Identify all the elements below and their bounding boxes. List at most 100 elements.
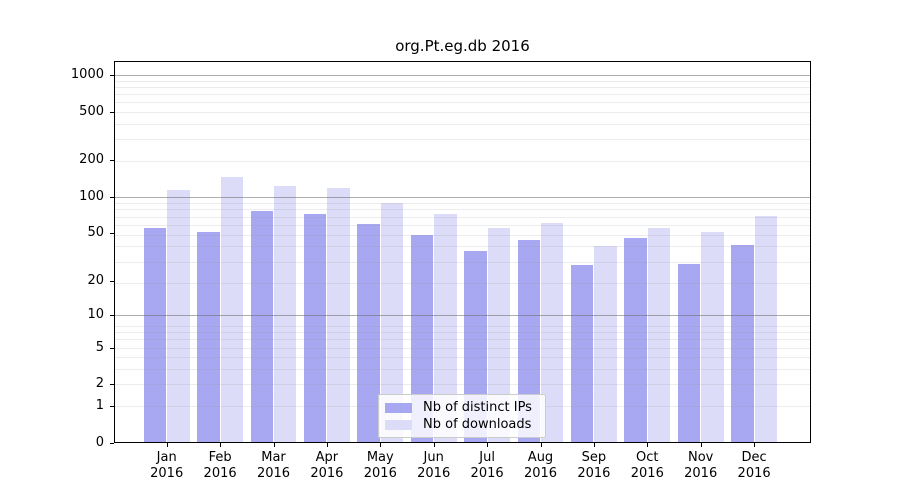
- y-axis-tick-mark: [110, 233, 114, 235]
- bar-distinct-ips: [517, 240, 540, 442]
- gridline-minor: [115, 160, 810, 162]
- gridline-minor: [115, 224, 810, 226]
- y-axis-tick-label: 100: [79, 189, 104, 205]
- gridline-minor: [115, 139, 810, 141]
- y-axis-tick-mark: [110, 315, 114, 317]
- gridline-minor: [115, 246, 810, 248]
- bar-downloads: [274, 185, 297, 442]
- gridline-major: [115, 74, 810, 76]
- gridline-minor: [115, 261, 810, 263]
- legend-label-downloads: Nb of downloads: [423, 417, 532, 432]
- x-axis-tick-label: Dec 2016: [737, 450, 771, 481]
- gridline-minor: [115, 102, 810, 104]
- gridline-minor: [115, 332, 810, 334]
- gridline-minor: [115, 111, 810, 113]
- y-axis-tick-mark: [110, 197, 114, 199]
- y-axis-tick-mark: [110, 111, 114, 113]
- x-axis-tick-label: Jul 2016: [470, 450, 504, 481]
- gridline-minor: [115, 216, 810, 218]
- y-axis-tick-label: 10: [87, 307, 104, 323]
- legend: Nb of distinct IPs Nb of downloads: [378, 394, 546, 438]
- x-axis-tick-mark: [647, 443, 649, 447]
- y-axis-tick-label: 0: [95, 435, 104, 450]
- gridline-minor: [115, 384, 810, 386]
- x-axis-tick-label: Mar 2016: [256, 450, 291, 481]
- x-axis-tick-label: Apr 2016: [310, 450, 344, 481]
- y-axis-tick-label: 50: [87, 225, 104, 241]
- gridline-minor: [115, 80, 810, 82]
- gridline-major: [115, 315, 810, 317]
- x-axis-tick-label: Aug 2016: [523, 450, 558, 481]
- bar-downloads: [701, 232, 724, 442]
- bar-downloads: [327, 188, 350, 442]
- x-axis-tick-label: Nov 2016: [684, 450, 718, 481]
- x-axis-tick-label: Jun 2016: [417, 450, 451, 481]
- y-axis-tick-label: 5: [95, 339, 104, 355]
- x-axis-tick-mark: [220, 443, 222, 447]
- legend-swatch-downloads: [385, 419, 412, 430]
- legend-item-distinct-ips: Nb of distinct IPs: [385, 399, 539, 416]
- y-axis-tick-mark: [110, 280, 114, 282]
- bar-downloads: [434, 213, 457, 442]
- y-axis-tick-label: 1000: [70, 66, 104, 82]
- bar-distinct-ips: [731, 245, 754, 442]
- gridline-minor: [115, 283, 810, 285]
- x-axis-tick-mark: [166, 443, 168, 447]
- x-axis-tick-mark: [593, 443, 595, 447]
- y-axis-tick-label: 500: [79, 103, 104, 119]
- y-axis-tick-label: 200: [79, 152, 104, 168]
- gridline-minor: [115, 339, 810, 341]
- gridline-minor: [115, 325, 810, 327]
- x-axis-tick-mark: [754, 443, 756, 447]
- x-axis-tick-mark: [487, 443, 489, 447]
- y-axis-tick-mark: [110, 160, 114, 162]
- bar-downloads: [380, 202, 404, 442]
- x-axis-tick-mark: [326, 443, 328, 447]
- y-axis-tick-mark: [110, 443, 114, 444]
- bar-distinct-ips: [677, 263, 701, 442]
- x-axis-tick-label: Jan 2016: [150, 450, 184, 481]
- x-axis-tick-label: Sep 2016: [577, 450, 611, 481]
- x-axis-tick-mark: [540, 443, 542, 447]
- gridline-minor: [115, 203, 810, 205]
- y-axis-tick-mark: [110, 74, 114, 76]
- bar-downloads: [487, 228, 510, 442]
- bar-downloads: [594, 246, 617, 442]
- gridline-minor: [115, 234, 810, 236]
- gridline-minor: [115, 209, 810, 211]
- y-axis-tick-label: 20: [87, 272, 104, 288]
- x-axis-tick-label: May 2016: [363, 450, 397, 481]
- x-axis-tick-label: Feb 2016: [203, 450, 237, 481]
- y-axis-tick-label: 1: [95, 398, 104, 414]
- x-axis-tick-mark: [433, 443, 435, 447]
- gridline-minor: [115, 357, 810, 359]
- bar-downloads: [647, 227, 671, 442]
- gridline-minor: [115, 347, 810, 349]
- x-axis-tick-mark: [380, 443, 382, 447]
- bar-downloads: [541, 223, 564, 442]
- legend-label-distinct-ips: Nb of distinct IPs: [423, 400, 532, 415]
- bar-distinct-ips: [624, 237, 647, 442]
- x-axis-tick-mark: [700, 443, 702, 447]
- y-axis-tick-mark: [110, 384, 114, 386]
- bar-distinct-ips: [250, 210, 273, 442]
- bar-downloads: [220, 177, 243, 442]
- bar-distinct-ips: [357, 223, 380, 442]
- bar-distinct-ips: [304, 214, 327, 442]
- gridline-major: [115, 197, 810, 199]
- y-axis-tick-label: 2: [95, 376, 104, 392]
- legend-swatch-distinct-ips: [385, 402, 412, 413]
- gridline-minor: [115, 123, 810, 125]
- y-axis-tick-mark: [110, 347, 114, 349]
- bar-distinct-ips: [571, 265, 594, 442]
- bar-downloads: [754, 215, 777, 442]
- x-axis-tick-mark: [273, 443, 275, 447]
- x-axis-tick-label: Oct 2016: [630, 450, 664, 481]
- gridline-minor: [115, 86, 810, 88]
- legend-item-downloads: Nb of downloads: [385, 416, 539, 433]
- chart-title: org.Pt.eg.db 2016: [395, 37, 530, 55]
- bar-distinct-ips: [410, 234, 434, 442]
- gridline-minor: [115, 369, 810, 371]
- gridline-minor: [115, 93, 810, 95]
